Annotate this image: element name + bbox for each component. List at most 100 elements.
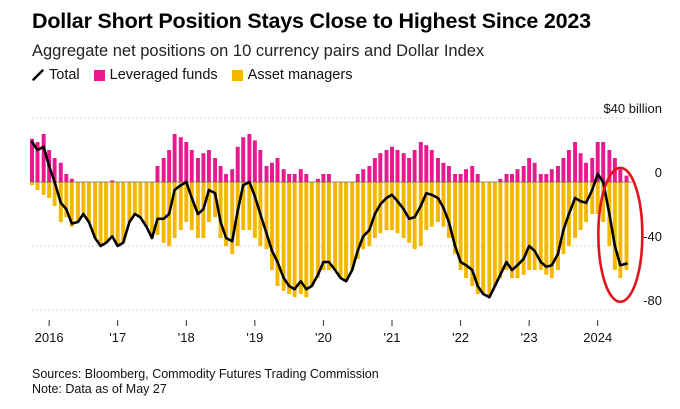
asset-bar-64 xyxy=(396,182,400,233)
leveraged-bar-2 xyxy=(42,134,46,182)
leveraged-bar-100 xyxy=(601,142,605,182)
leveraged-bar-103 xyxy=(618,169,622,182)
asset-bar-0 xyxy=(30,182,34,185)
y-tick-label-1: 0 xyxy=(655,165,662,180)
x-tick-label-5: '21 xyxy=(384,330,401,345)
leveraged-bar-30 xyxy=(201,153,205,182)
asset-bar-68 xyxy=(419,182,423,246)
leveraged-bar-40 xyxy=(258,150,262,182)
leveraged-bar-50 xyxy=(316,179,320,182)
leveraged-bar-76 xyxy=(464,169,468,182)
asset-bar-17 xyxy=(127,182,131,222)
leveraged-bar-98 xyxy=(590,158,594,182)
source-note: Sources: Bloomberg, Commodity Futures Tr… xyxy=(32,367,379,382)
leveraged-bar-67 xyxy=(413,150,417,182)
x-tick-label-7: '23 xyxy=(521,330,538,345)
leveraged-bar-39 xyxy=(253,140,257,182)
asset-bar-10 xyxy=(87,182,91,222)
x-tick-label-1: '17 xyxy=(109,330,126,345)
leveraged-bar-73 xyxy=(447,166,451,182)
leveraged-bar-89 xyxy=(539,174,543,182)
asset-bar-69 xyxy=(424,182,428,230)
leveraged-bar-70 xyxy=(430,150,434,182)
leveraged-bar-88 xyxy=(533,163,537,182)
leveraged-bar-24 xyxy=(167,150,171,182)
asset-bar-96 xyxy=(579,182,583,230)
asset-bar-42 xyxy=(270,182,274,270)
asset-bar-15 xyxy=(116,182,120,246)
leveraged-bar-69 xyxy=(424,145,428,182)
leveraged-bar-77 xyxy=(470,166,474,182)
leveraged-bar-41 xyxy=(265,166,269,182)
asset-bar-55 xyxy=(344,182,348,281)
asset-bar-95 xyxy=(573,182,577,238)
asset-bar-18 xyxy=(133,182,137,214)
asset-bar-83 xyxy=(505,182,509,270)
leveraged-bar-46 xyxy=(293,174,297,182)
leveraged-bar-25 xyxy=(173,134,177,182)
asset-bar-89 xyxy=(539,182,543,270)
leveraged-bar-66 xyxy=(407,158,411,182)
leveraged-bar-95 xyxy=(573,142,577,182)
leveraged-bar-33 xyxy=(219,166,223,182)
y-tick-label-3: -80 xyxy=(643,293,662,308)
leveraged-bar-31 xyxy=(207,150,211,182)
leveraged-bar-74 xyxy=(453,174,457,182)
asset-bar-51 xyxy=(321,182,325,270)
x-tick-label-4: '20 xyxy=(315,330,332,345)
asset-bar-93 xyxy=(561,182,565,254)
y-axis-labels: $40 billion0-40-80 xyxy=(603,101,662,308)
leveraged-bar-34 xyxy=(224,174,228,182)
leveraged-bar-96 xyxy=(579,153,583,182)
asset-bar-88 xyxy=(533,182,537,270)
leveraged-bar-37 xyxy=(241,137,245,182)
leveraged-bar-68 xyxy=(419,142,423,182)
leveraged-bar-94 xyxy=(567,150,571,182)
asset-bar-80 xyxy=(487,182,491,297)
x-tick-label-0: 2016 xyxy=(35,330,64,345)
asset-bar-38 xyxy=(247,182,251,230)
leveraged-bar-57 xyxy=(356,174,360,182)
asset-bar-90 xyxy=(544,182,548,275)
asset-bar-8 xyxy=(76,182,80,222)
leveraged-bar-44 xyxy=(282,169,286,182)
asset-bar-50 xyxy=(316,182,320,278)
leveraged-bar-51 xyxy=(321,174,325,182)
asset-bar-79 xyxy=(481,182,485,294)
leveraged-bar-65 xyxy=(402,153,406,182)
asset-bar-84 xyxy=(510,182,514,278)
leveraged-bar-28 xyxy=(190,150,194,182)
leveraged-bar-6 xyxy=(64,174,68,182)
leveraged-bar-91 xyxy=(550,169,554,182)
asset-bar-52 xyxy=(327,182,331,270)
leveraged-bar-64 xyxy=(396,150,400,182)
x-tick-label-8: 2024 xyxy=(583,330,612,345)
leveraged-bar-83 xyxy=(505,174,509,182)
leveraged-bar-87 xyxy=(527,158,531,182)
leveraged-bar-48 xyxy=(304,174,308,182)
asset-bar-54 xyxy=(339,182,343,278)
asset-bar-70 xyxy=(430,182,434,227)
leveraged-bar-90 xyxy=(544,174,548,182)
leveraged-bar-78 xyxy=(476,174,480,182)
leveraged-bar-27 xyxy=(184,142,188,182)
leveraged-bar-86 xyxy=(522,166,526,182)
asset-bar-66 xyxy=(407,182,411,243)
leveraged-bar-29 xyxy=(196,158,200,182)
leveraged-bar-43 xyxy=(276,158,280,182)
leveraged-bar-71 xyxy=(436,158,440,182)
x-tick-label-3: '19 xyxy=(246,330,263,345)
leveraged-bar-60 xyxy=(373,158,377,182)
asset-bar-63 xyxy=(390,182,394,230)
leveraged-bar-62 xyxy=(385,150,389,182)
leveraged-bar-35 xyxy=(230,169,234,182)
asset-bar-87 xyxy=(527,182,531,270)
leveraged-bar-42 xyxy=(270,163,274,182)
asset-bar-28 xyxy=(190,182,194,230)
asset-bar-35 xyxy=(230,182,234,254)
leveraged-bar-61 xyxy=(378,153,382,182)
data-note: Note: Data as of May 27 xyxy=(32,382,379,397)
leveraged-bar-58 xyxy=(361,169,365,182)
leveraged-bar-84 xyxy=(510,174,514,182)
leveraged-bar-26 xyxy=(179,137,183,182)
